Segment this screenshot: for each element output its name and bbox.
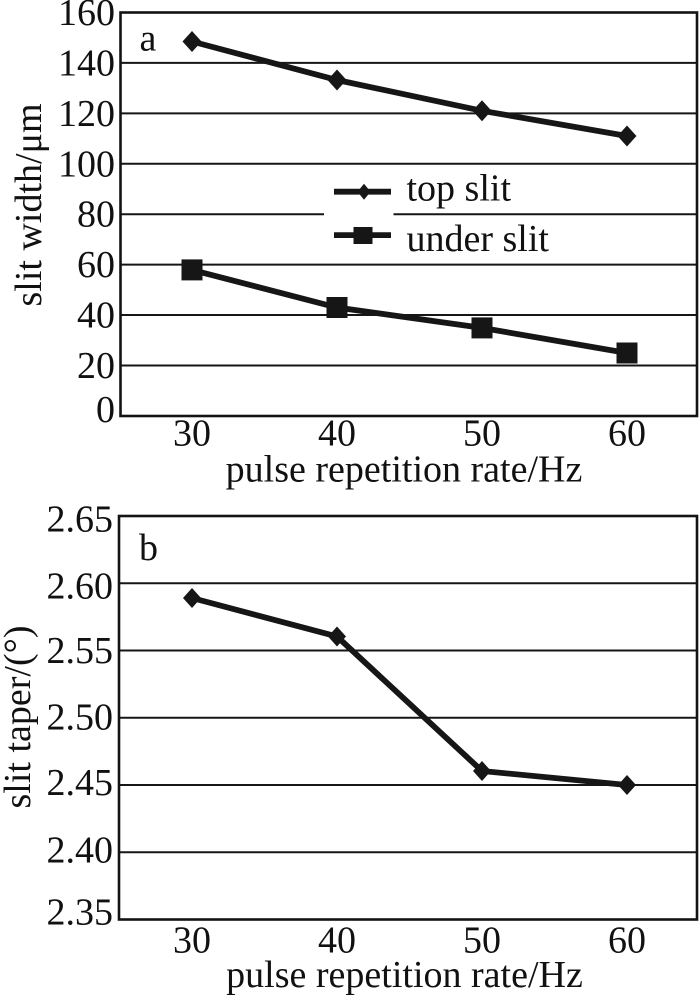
svg-text:80: 80 xyxy=(77,194,115,236)
svg-text:2.40: 2.40 xyxy=(47,830,114,872)
svg-text:120: 120 xyxy=(58,93,115,135)
svg-text:60: 60 xyxy=(77,244,115,286)
svg-text:160: 160 xyxy=(58,0,115,34)
svg-text:slit width/μm: slit width/μm xyxy=(8,103,50,306)
svg-text:2.60: 2.60 xyxy=(47,566,114,608)
svg-text:20: 20 xyxy=(77,345,115,387)
svg-text:pulse repetition rate/Hz: pulse repetition rate/Hz xyxy=(226,954,583,996)
svg-text:2.65: 2.65 xyxy=(47,499,114,541)
svg-text:2.35: 2.35 xyxy=(47,892,114,934)
svg-text:40: 40 xyxy=(318,413,356,455)
svg-text:40: 40 xyxy=(318,920,356,962)
svg-text:40: 40 xyxy=(77,295,115,337)
svg-text:60: 60 xyxy=(608,920,646,962)
svg-text:pulse repetition rate/Hz: pulse repetition rate/Hz xyxy=(226,449,583,491)
svg-text:under slit: under slit xyxy=(407,218,550,260)
svg-text:top slit: top slit xyxy=(407,168,512,210)
svg-text:2.45: 2.45 xyxy=(47,762,114,804)
svg-text:b: b xyxy=(139,527,158,569)
svg-text:30: 30 xyxy=(173,413,211,455)
svg-text:0: 0 xyxy=(96,389,115,431)
svg-text:50: 50 xyxy=(463,920,501,962)
svg-text:140: 140 xyxy=(58,42,115,84)
svg-text:2.50: 2.50 xyxy=(47,697,114,739)
svg-text:50: 50 xyxy=(463,413,501,455)
svg-text:60: 60 xyxy=(608,413,646,455)
svg-text:a: a xyxy=(140,18,157,60)
svg-text:2.55: 2.55 xyxy=(47,630,114,672)
svg-text:100: 100 xyxy=(58,143,115,185)
svg-text:30: 30 xyxy=(173,920,211,962)
svg-text:slit taper/(°): slit taper/(°) xyxy=(0,626,39,809)
